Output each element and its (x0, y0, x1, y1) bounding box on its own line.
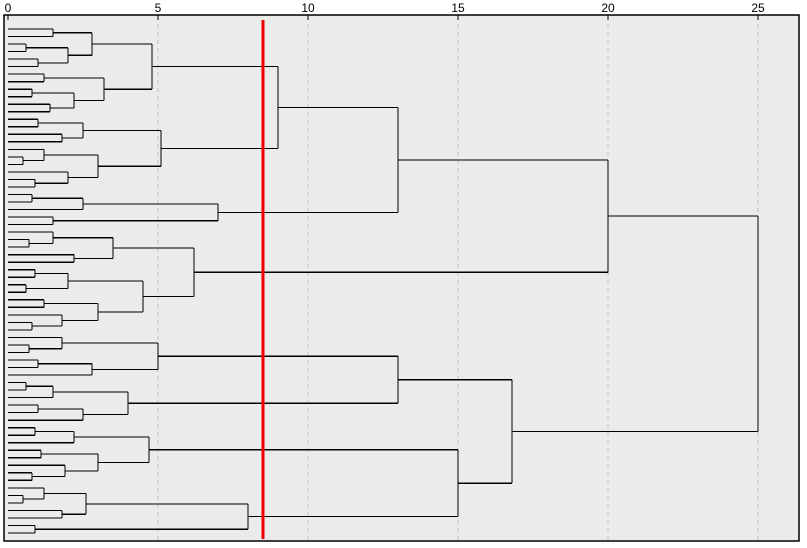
plot-area (3, 14, 800, 542)
x-tick-label: 20 (601, 1, 615, 15)
x-tick-label: 10 (301, 1, 315, 15)
x-tick-label: 5 (155, 1, 162, 15)
x-tick-label: 0 (5, 1, 12, 15)
x-tick-label: 25 (751, 1, 765, 15)
x-tick-label: 15 (451, 1, 465, 15)
dendrogram-tree (8, 28, 759, 534)
